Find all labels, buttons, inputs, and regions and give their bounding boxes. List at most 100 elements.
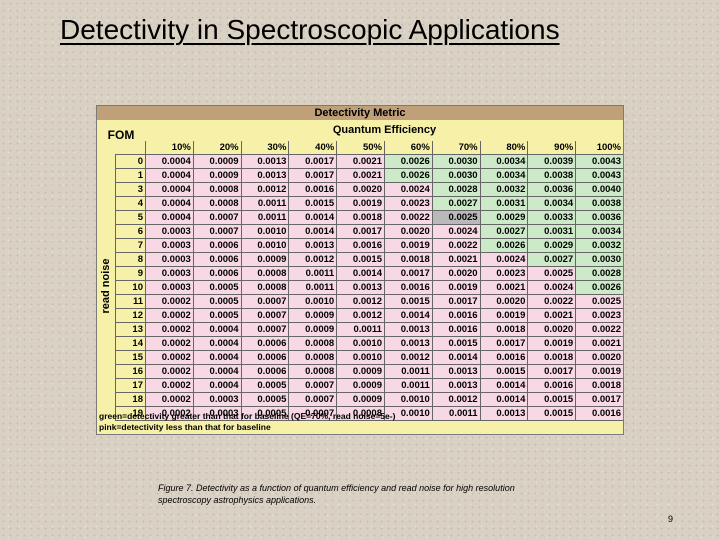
detectivity-cell: 0.0027 bbox=[479, 224, 529, 239]
detectivity-cell: 0.0014 bbox=[383, 308, 433, 323]
detectivity-cell: 0.0038 bbox=[527, 168, 577, 183]
detectivity-cell: 0.0033 bbox=[527, 210, 577, 225]
detectivity-cell: 0.0013 bbox=[240, 154, 290, 169]
read-noise-value: 13 bbox=[115, 322, 146, 337]
detectivity-cell: 0.0005 bbox=[240, 378, 290, 393]
detectivity-cell: 0.0006 bbox=[240, 336, 290, 351]
detectivity-cell: 0.0007 bbox=[288, 392, 338, 407]
detectivity-cell: 0.0028 bbox=[431, 182, 481, 197]
detectivity-cell: 0.0009 bbox=[336, 392, 385, 407]
detectivity-cell: 0.0020 bbox=[336, 182, 385, 197]
detectivity-cell: 0.0029 bbox=[479, 210, 529, 225]
detectivity-cell: 0.0040 bbox=[575, 182, 623, 197]
detectivity-cell: 0.0011 bbox=[240, 196, 290, 211]
detectivity-cell: 0.0009 bbox=[288, 322, 338, 337]
table-row: 7 0.0003 0.0006 0.0010 0.0013 0.0016 0.0019 0.0… bbox=[115, 238, 623, 253]
detectivity-cell: 0.0012 bbox=[383, 350, 433, 365]
detectivity-cell: 0.0024 bbox=[527, 280, 577, 295]
detectivity-cell: 0.0008 bbox=[336, 406, 385, 421]
detectivity-cell: 0.0022 bbox=[431, 238, 481, 253]
detectivity-cell: 0.0003 bbox=[145, 266, 194, 281]
detectivity-cell: 0.0015 bbox=[383, 294, 433, 309]
detectivity-cell: 0.0011 bbox=[288, 280, 338, 295]
detectivity-cell: 0.0027 bbox=[527, 252, 577, 267]
detectivity-cell: 0.0032 bbox=[575, 238, 623, 253]
detectivity-cell: 0.0034 bbox=[479, 154, 529, 169]
detectivity-cell: 0.0004 bbox=[145, 182, 194, 197]
detectivity-cell: 0.0004 bbox=[192, 336, 242, 351]
detectivity-cell: 0.0002 bbox=[145, 378, 194, 393]
read-noise-value: 11 bbox=[115, 294, 146, 309]
detectivity-cell: 0.0005 bbox=[192, 308, 242, 323]
detectivity-cell: 0.0002 bbox=[145, 350, 194, 365]
detectivity-cell: 0.0017 bbox=[383, 266, 433, 281]
detectivity-cell: 0.0015 bbox=[431, 336, 481, 351]
detectivity-cell: 0.0007 bbox=[240, 322, 290, 337]
detectivity-cell: 0.0002 bbox=[145, 364, 194, 379]
detectivity-cell: 0.0002 bbox=[145, 406, 194, 421]
detectivity-cell: 0.0012 bbox=[336, 294, 385, 309]
quantum-efficiency-label: Quantum Efficiency bbox=[332, 124, 437, 136]
column-header: 50% bbox=[336, 141, 385, 155]
detectivity-cell: 0.0007 bbox=[240, 308, 290, 323]
read-noise-value: 8 bbox=[115, 252, 146, 267]
detectivity-cell: 0.0004 bbox=[145, 168, 194, 183]
legend-note-green: green=detectivity greater than that for … bbox=[99, 411, 396, 421]
detectivity-cell: 0.0020 bbox=[575, 350, 623, 365]
detectivity-cell: 0.0017 bbox=[336, 224, 385, 239]
table-row: 19 0.0002 0.0003 0.0005 0.0007 0.0008 0.0010 0.… bbox=[115, 406, 623, 421]
legend-note-pink: pink=detectivity less than that for base… bbox=[99, 422, 271, 432]
detectivity-cell: 0.0008 bbox=[288, 350, 338, 365]
detectivity-cell: 0.0013 bbox=[479, 406, 529, 421]
detectivity-cell: 0.0004 bbox=[145, 210, 194, 225]
read-noise-label-cell: read noise bbox=[97, 155, 115, 417]
table-row: 4 0.0004 0.0008 0.0011 0.0015 0.0019 0.0023 0.0… bbox=[115, 196, 623, 211]
detectivity-cell: 0.0010 bbox=[240, 224, 290, 239]
detectivity-cell: 0.0010 bbox=[383, 392, 433, 407]
table-row: 8 0.0003 0.0006 0.0009 0.0012 0.0015 0.0018 0.0… bbox=[115, 252, 623, 267]
detectivity-cell: 0.0009 bbox=[192, 154, 242, 169]
table-row: 0 0.0004 0.0009 0.0013 0.0017 0.0021 0.0026 0.0… bbox=[115, 154, 623, 169]
detectivity-cell: 0.0036 bbox=[575, 210, 623, 225]
fom-label: FOM bbox=[107, 128, 135, 142]
read-noise-value: 18 bbox=[115, 392, 146, 407]
detectivity-cell: 0.0043 bbox=[575, 154, 623, 169]
detectivity-cell: 0.0019 bbox=[527, 336, 577, 351]
table-row: 11 0.0002 0.0005 0.0007 0.0010 0.0012 0.0015 0.… bbox=[115, 294, 623, 309]
detectivity-cell: 0.0006 bbox=[192, 266, 242, 281]
detectivity-cell: 0.0023 bbox=[479, 266, 529, 281]
detectivity-cell: 0.0004 bbox=[192, 378, 242, 393]
detectivity-cell: 0.0015 bbox=[288, 196, 338, 211]
table-row: 12 0.0002 0.0005 0.0007 0.0009 0.0012 0.0014 0.… bbox=[115, 308, 623, 323]
detectivity-cell: 0.0025 bbox=[527, 266, 577, 281]
detectivity-cell: 0.0009 bbox=[240, 252, 290, 267]
detectivity-cell: 0.0026 bbox=[575, 280, 623, 295]
detectivity-cell: 0.0013 bbox=[383, 322, 433, 337]
detectivity-cell: 0.0032 bbox=[479, 182, 529, 197]
column-header: 100% bbox=[575, 141, 623, 155]
detectivity-cell: 0.0021 bbox=[575, 336, 623, 351]
read-noise-value: 19 bbox=[115, 406, 146, 421]
table-row: 14 0.0002 0.0004 0.0006 0.0008 0.0010 0.0013 0.… bbox=[115, 336, 623, 351]
detectivity-cell: 0.0010 bbox=[336, 350, 385, 365]
table-row: 3 0.0004 0.0008 0.0012 0.0016 0.0020 0.0024 0.0… bbox=[115, 182, 623, 197]
detectivity-cell: 0.0016 bbox=[336, 238, 385, 253]
detectivity-cell: 0.0013 bbox=[240, 168, 290, 183]
detectivity-cell: 0.0019 bbox=[383, 238, 433, 253]
detectivity-cell: 0.0017 bbox=[288, 168, 338, 183]
detectivity-cell: 0.0024 bbox=[431, 224, 481, 239]
detectivity-cell: 0.0013 bbox=[288, 238, 338, 253]
detectivity-cell: 0.0016 bbox=[527, 378, 577, 393]
column-header: 60% bbox=[383, 141, 433, 155]
detectivity-cell: 0.0008 bbox=[288, 336, 338, 351]
detectivity-cell: 0.0008 bbox=[240, 280, 290, 295]
detectivity-cell: 0.0002 bbox=[145, 392, 194, 407]
detectivity-cell: 0.0004 bbox=[145, 154, 194, 169]
values-grid: 10% 20% 30% 40% 50% 60% 70% 80% 90% 100% 0 0.0004 0… bbox=[115, 141, 623, 421]
column-header: 20% bbox=[192, 141, 242, 155]
detectivity-cell: 0.0020 bbox=[383, 224, 433, 239]
detectivity-cell: 0.0026 bbox=[383, 168, 433, 183]
column-header: 70% bbox=[431, 141, 481, 155]
figure-caption: Figure 7. Detectivity as a function of q… bbox=[158, 483, 515, 505]
detectivity-cell: 0.0021 bbox=[527, 308, 577, 323]
